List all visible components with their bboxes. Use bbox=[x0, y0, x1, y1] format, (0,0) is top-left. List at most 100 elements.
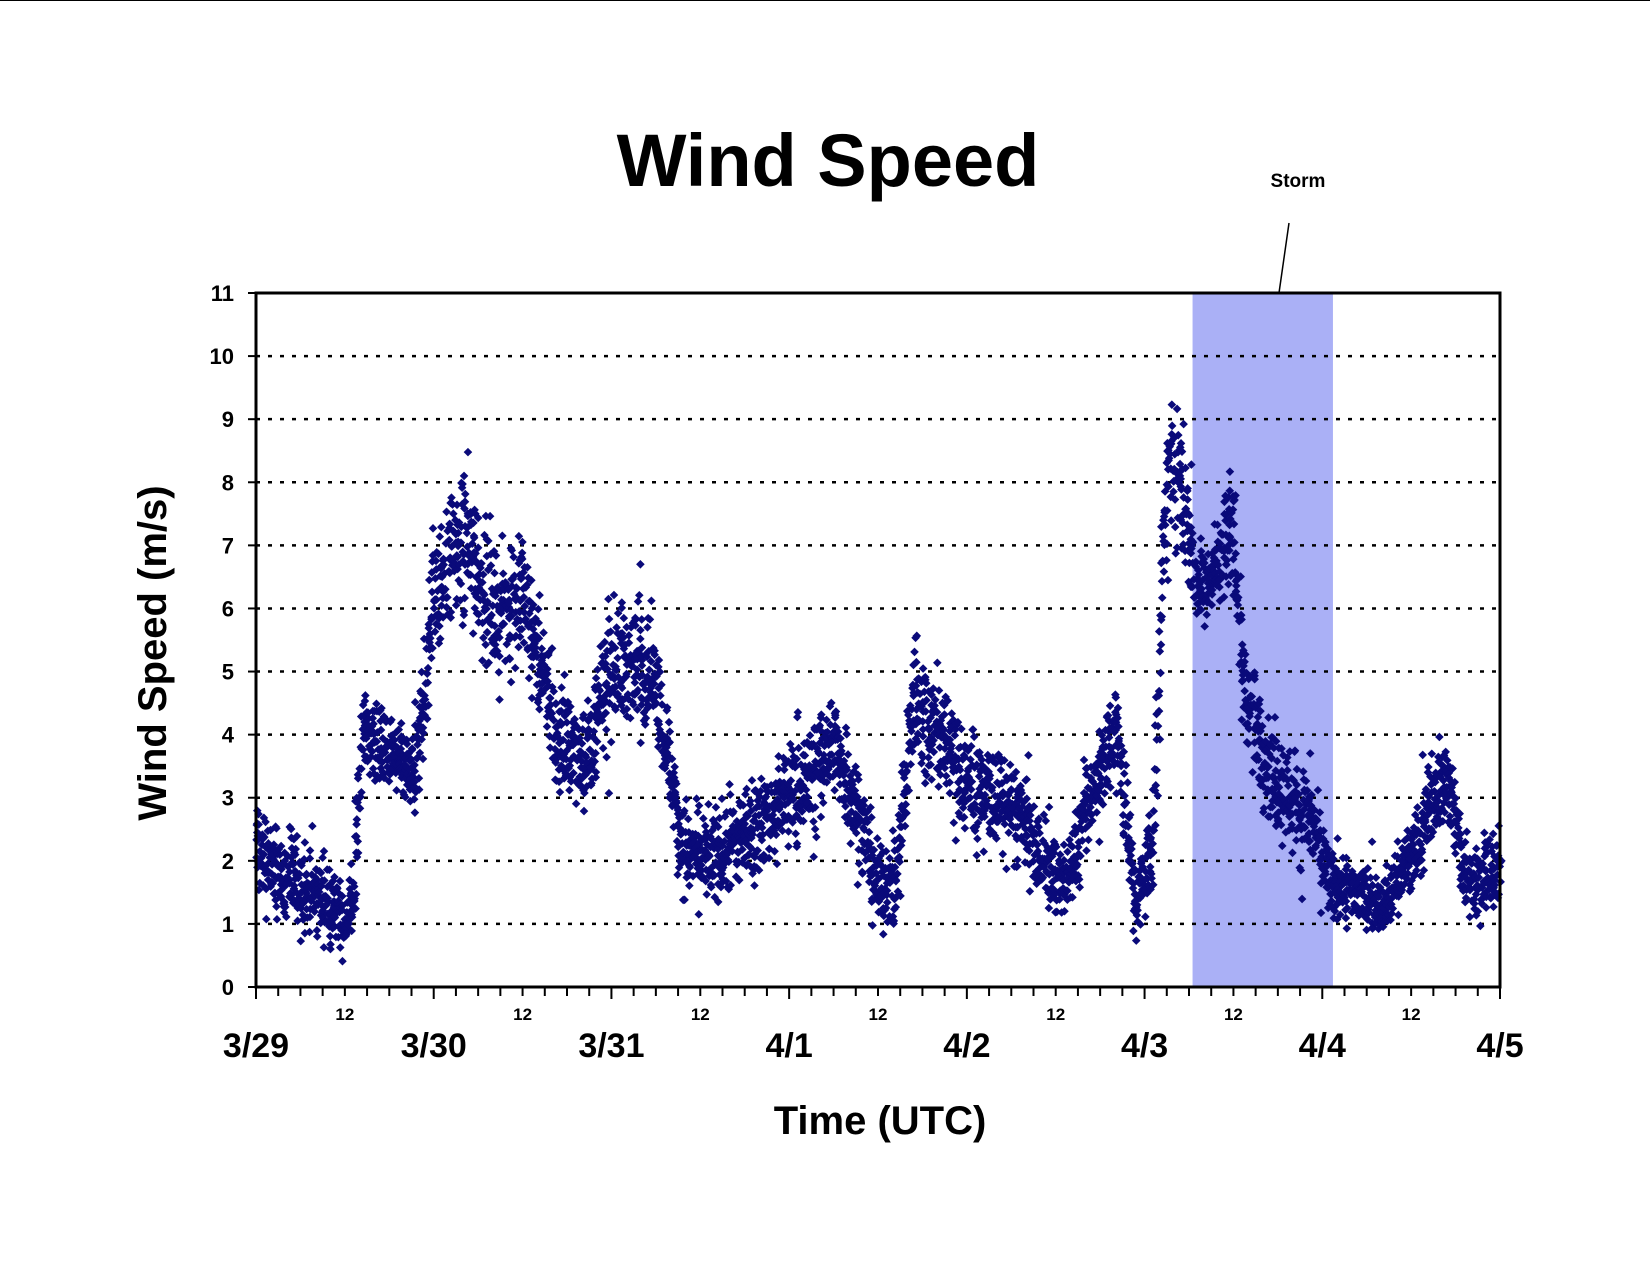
data-point bbox=[583, 696, 593, 705]
data-point bbox=[640, 720, 650, 729]
data-point bbox=[917, 702, 926, 711]
x-axis-ticks: 3/29 3/30 3/31 4/1 4/2 4/3 4/4 4/5 12 12 12 12 12 12 1… bbox=[223, 987, 1524, 1065]
data-point bbox=[1153, 791, 1163, 801]
data-point bbox=[954, 762, 964, 772]
data-point bbox=[449, 509, 458, 518]
data-point bbox=[859, 795, 869, 805]
data-point bbox=[1044, 802, 1054, 812]
data-point bbox=[610, 702, 619, 711]
data-point bbox=[406, 774, 415, 783]
data-point bbox=[396, 719, 406, 728]
data-point bbox=[841, 780, 851, 789]
data-point bbox=[770, 847, 779, 856]
data-point bbox=[768, 824, 778, 834]
data-point bbox=[1273, 756, 1282, 766]
data-point bbox=[889, 916, 899, 926]
data-point bbox=[817, 791, 826, 800]
data-point bbox=[1316, 908, 1326, 918]
data-point bbox=[841, 723, 851, 733]
data-point bbox=[466, 509, 476, 519]
data-point bbox=[748, 869, 757, 878]
data-point bbox=[468, 629, 478, 638]
data-point bbox=[397, 773, 406, 783]
data-point bbox=[482, 551, 492, 561]
data-point bbox=[1125, 810, 1135, 820]
data-point bbox=[870, 881, 880, 890]
data-point bbox=[517, 624, 527, 634]
data-point bbox=[1035, 828, 1044, 838]
data-point bbox=[711, 802, 721, 812]
data-point bbox=[1019, 812, 1029, 821]
data-point bbox=[1074, 875, 1084, 884]
data-point bbox=[469, 533, 479, 543]
data-point bbox=[280, 897, 289, 907]
data-point bbox=[992, 834, 1001, 843]
data-point bbox=[1207, 549, 1217, 558]
data-point bbox=[517, 573, 527, 583]
data-point bbox=[1225, 467, 1235, 476]
data-point bbox=[499, 619, 509, 629]
data-point bbox=[343, 919, 353, 929]
data-point bbox=[1230, 538, 1239, 547]
data-point bbox=[1144, 811, 1154, 820]
data-point bbox=[1157, 612, 1167, 621]
data-point bbox=[1231, 587, 1241, 596]
data-point bbox=[424, 700, 433, 710]
data-point bbox=[458, 620, 468, 630]
data-point bbox=[1259, 803, 1269, 813]
data-point bbox=[645, 615, 655, 624]
data-point bbox=[1274, 783, 1284, 792]
data-point bbox=[506, 605, 516, 615]
data-point bbox=[852, 828, 861, 838]
data-point bbox=[427, 587, 437, 597]
data-point bbox=[673, 870, 682, 880]
data-point bbox=[1445, 812, 1455, 821]
data-point bbox=[1162, 539, 1172, 549]
data-point bbox=[1413, 803, 1422, 812]
data-point bbox=[591, 748, 600, 758]
data-point bbox=[365, 744, 375, 754]
data-point bbox=[1081, 815, 1091, 824]
data-point bbox=[519, 638, 529, 647]
data-point bbox=[842, 765, 852, 775]
data-point bbox=[534, 618, 544, 628]
data-point bbox=[351, 889, 361, 899]
data-point bbox=[1156, 640, 1166, 650]
data-point bbox=[360, 751, 370, 761]
data-point bbox=[1129, 926, 1138, 936]
data-point bbox=[991, 758, 1001, 768]
data-point bbox=[592, 737, 602, 746]
data-point bbox=[368, 764, 378, 773]
data-point bbox=[361, 691, 370, 700]
data-point bbox=[950, 731, 960, 740]
data-point bbox=[738, 845, 747, 854]
data-point bbox=[725, 790, 735, 799]
data-point bbox=[1406, 884, 1416, 893]
y-tick-label: 0 bbox=[222, 975, 234, 1000]
data-point bbox=[672, 779, 681, 789]
data-point bbox=[1321, 869, 1330, 879]
data-point bbox=[742, 784, 751, 794]
data-point bbox=[1319, 826, 1328, 836]
data-point bbox=[352, 820, 361, 829]
data-point bbox=[537, 644, 547, 653]
data-point bbox=[617, 603, 627, 613]
data-point bbox=[1170, 495, 1180, 504]
data-point bbox=[964, 772, 974, 782]
data-point bbox=[683, 814, 693, 824]
data-point bbox=[277, 885, 287, 894]
data-point bbox=[1275, 799, 1284, 808]
data-point bbox=[539, 628, 548, 638]
data-point bbox=[922, 770, 931, 780]
data-point bbox=[622, 704, 632, 714]
data-point bbox=[1471, 844, 1481, 853]
data-point bbox=[784, 842, 793, 851]
data-point bbox=[1436, 786, 1445, 796]
data-point bbox=[376, 716, 385, 726]
data-point bbox=[479, 588, 488, 598]
data-point bbox=[681, 795, 691, 804]
data-point bbox=[949, 818, 959, 828]
data-point bbox=[1121, 760, 1131, 770]
data-point bbox=[1239, 661, 1248, 671]
data-point bbox=[443, 526, 452, 536]
